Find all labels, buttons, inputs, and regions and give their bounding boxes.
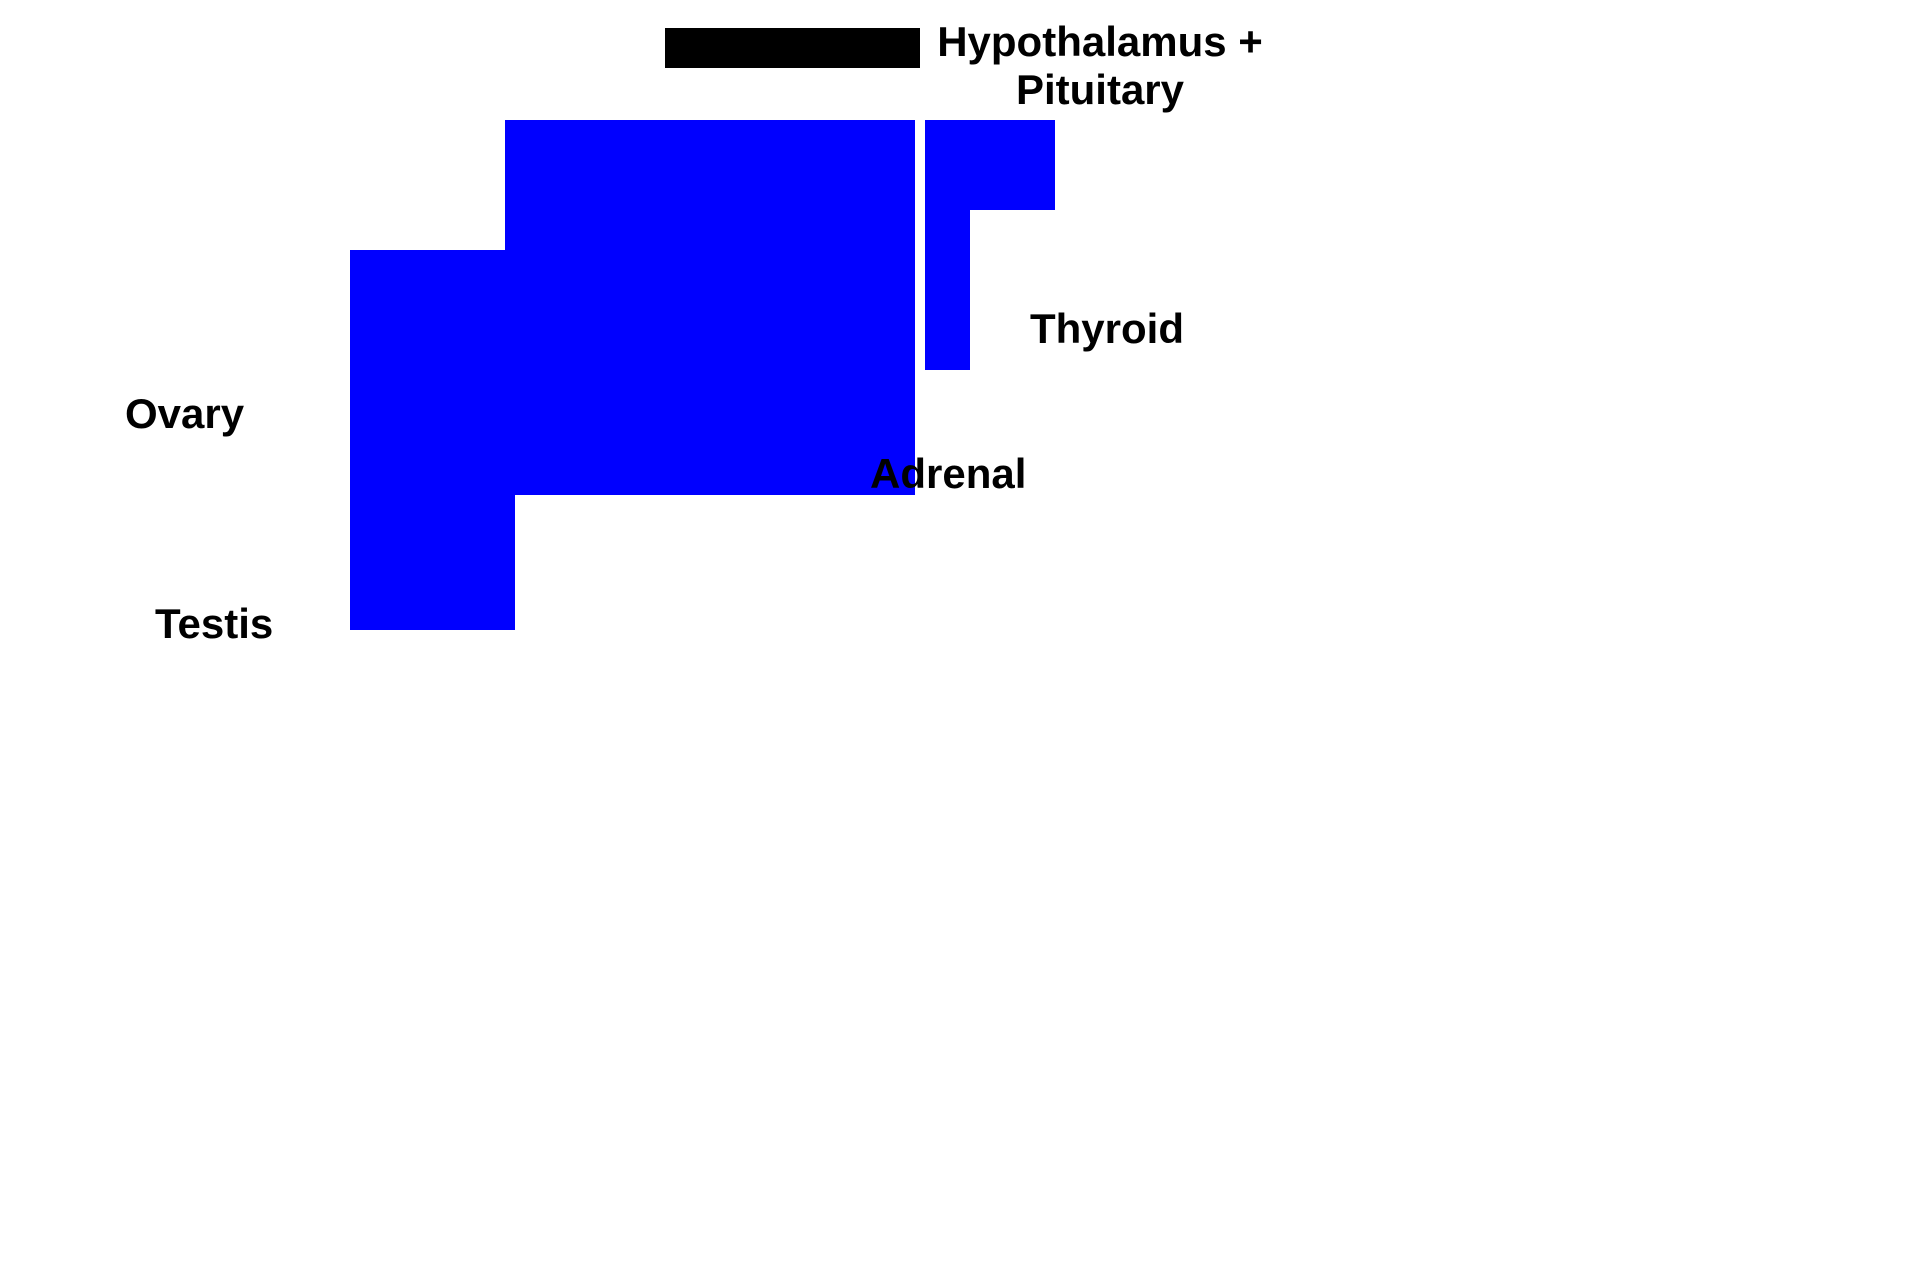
label-ovary: Ovary bbox=[125, 390, 244, 438]
blue-block-main-left bbox=[350, 250, 915, 495]
label-testis: Testis bbox=[155, 600, 273, 648]
label-adrenal: Adrenal bbox=[870, 450, 1026, 498]
blue-block-main-bottom bbox=[350, 470, 515, 630]
label-hypothalamus-pituitary: Hypothalamus + Pituitary bbox=[920, 18, 1280, 115]
label-hypothalamus-line2: Pituitary bbox=[1016, 66, 1184, 113]
black-bar bbox=[665, 28, 920, 68]
label-thyroid: Thyroid bbox=[1030, 305, 1184, 353]
blue-block-right-stem bbox=[925, 120, 970, 370]
label-hypothalamus-line1: Hypothalamus + bbox=[937, 18, 1263, 65]
